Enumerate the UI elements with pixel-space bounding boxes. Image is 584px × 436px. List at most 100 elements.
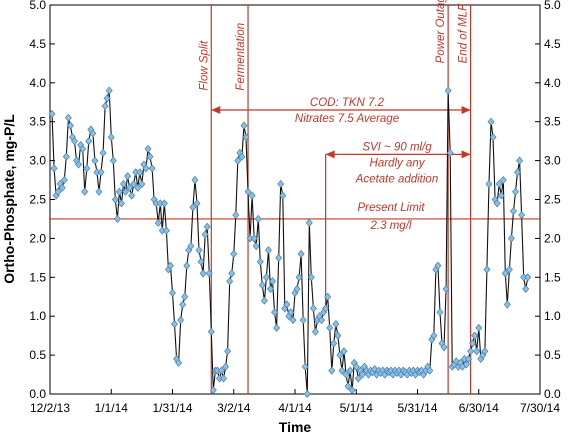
data-point bbox=[224, 347, 232, 356]
data-point bbox=[475, 323, 483, 332]
data-point bbox=[279, 191, 287, 200]
data-point bbox=[226, 277, 234, 286]
data-point bbox=[238, 152, 246, 161]
data-point bbox=[522, 284, 530, 294]
data-point bbox=[234, 156, 242, 165]
y-tick-label-right: 4.0 bbox=[544, 76, 561, 90]
data-point bbox=[103, 94, 111, 103]
cod-label: COD: TKN 7.2 bbox=[310, 97, 385, 109]
data-point bbox=[346, 366, 354, 375]
y-tick-label-left: 3.0 bbox=[29, 154, 46, 168]
acetate-label-2: Acetate addition bbox=[355, 173, 438, 185]
data-point bbox=[48, 109, 56, 118]
arrowhead-right bbox=[461, 150, 471, 159]
x-tick-label: 12/2/13 bbox=[30, 401, 70, 415]
series-line bbox=[51, 90, 529, 395]
data-point bbox=[50, 164, 58, 173]
data-point bbox=[269, 277, 277, 286]
x-tick-label: 3/2/14 bbox=[217, 401, 251, 415]
data-point bbox=[499, 176, 507, 185]
y-tick-label-left: 2.5 bbox=[29, 193, 46, 207]
data-point bbox=[203, 222, 211, 231]
data-point bbox=[485, 179, 493, 188]
data-point bbox=[71, 137, 78, 146]
data-point bbox=[83, 164, 91, 173]
data-point bbox=[169, 288, 176, 297]
data-point bbox=[348, 386, 356, 395]
data-point bbox=[503, 300, 511, 309]
data-point bbox=[493, 199, 501, 208]
y-tick-label-left: 3.5 bbox=[29, 115, 46, 129]
data-point bbox=[183, 261, 191, 270]
data-point bbox=[99, 148, 107, 157]
x-tick-label: 1/31/14 bbox=[152, 401, 192, 415]
data-point bbox=[322, 304, 330, 313]
data-point bbox=[220, 374, 228, 383]
data-point bbox=[309, 304, 317, 313]
x-tick-label: 5/1/14 bbox=[340, 401, 374, 415]
data-point bbox=[514, 168, 522, 177]
data-point bbox=[58, 183, 66, 192]
data-point bbox=[171, 319, 179, 329]
arrowhead-right bbox=[461, 106, 471, 115]
data-point bbox=[440, 343, 448, 352]
data-point bbox=[342, 370, 350, 379]
data-point bbox=[256, 257, 264, 266]
data-point bbox=[117, 199, 125, 208]
data-point bbox=[244, 187, 252, 196]
data-point bbox=[483, 265, 491, 274]
data-point bbox=[262, 273, 270, 282]
data-point bbox=[258, 281, 266, 290]
nitrates-label: Nitrates 7.5 Average bbox=[295, 113, 399, 125]
data-point bbox=[344, 382, 352, 391]
acetate-label-1: Hardly any bbox=[370, 157, 426, 169]
data-point bbox=[95, 187, 103, 196]
y-tick-label-right: 5.0 bbox=[544, 0, 561, 12]
data-point bbox=[354, 374, 362, 383]
data-point bbox=[497, 191, 505, 200]
y-tick-label-left: 2.0 bbox=[29, 231, 46, 245]
y-tick-label-right: 0.0 bbox=[544, 387, 561, 401]
data-point bbox=[505, 265, 513, 274]
data-point bbox=[442, 284, 450, 294]
y-tick-label-right: 4.5 bbox=[544, 37, 561, 51]
data-point bbox=[303, 389, 311, 399]
data-point bbox=[487, 117, 495, 126]
data-point bbox=[193, 199, 201, 208]
data-point bbox=[469, 339, 477, 348]
data-point bbox=[430, 331, 438, 340]
arrowhead-left bbox=[325, 150, 335, 159]
present-limit-label: Present Limit bbox=[357, 202, 425, 214]
data-point bbox=[130, 179, 138, 188]
axis-ticks: 0.0 0.0 0.5 0.5 1.0 1.0 1.5 1.5 2.0 2.0 2.5 2.5 3.0 3… bbox=[29, 0, 561, 415]
data-point bbox=[340, 347, 348, 356]
data-point bbox=[512, 187, 519, 196]
data-point bbox=[305, 218, 313, 227]
data-point bbox=[228, 269, 236, 278]
x-tick-label: 5/31/14 bbox=[397, 401, 437, 415]
x-tick-label: 6/30/14 bbox=[459, 401, 499, 415]
data-point bbox=[207, 327, 215, 336]
data-point bbox=[328, 366, 336, 375]
y-tick-label-right: 1.5 bbox=[544, 270, 561, 284]
data-point bbox=[524, 273, 532, 282]
data-point bbox=[154, 218, 162, 227]
y-tick-label-left: 0.5 bbox=[29, 348, 46, 362]
data-point bbox=[81, 187, 89, 196]
data-point bbox=[89, 129, 97, 138]
y-tick-label-right: 2.5 bbox=[544, 193, 561, 207]
data-point bbox=[62, 152, 70, 161]
data-point bbox=[250, 234, 258, 243]
data-point bbox=[148, 164, 156, 173]
data-point bbox=[336, 351, 344, 360]
data-point bbox=[85, 137, 93, 146]
data-point bbox=[54, 187, 62, 196]
data-point bbox=[201, 230, 209, 239]
data-point bbox=[481, 347, 489, 356]
data-point bbox=[126, 183, 134, 192]
y-tick-label-left: 1.0 bbox=[29, 309, 46, 323]
reference-lines bbox=[50, 5, 540, 394]
data-point bbox=[271, 308, 279, 317]
data-point bbox=[465, 354, 473, 364]
data-point bbox=[287, 308, 295, 317]
